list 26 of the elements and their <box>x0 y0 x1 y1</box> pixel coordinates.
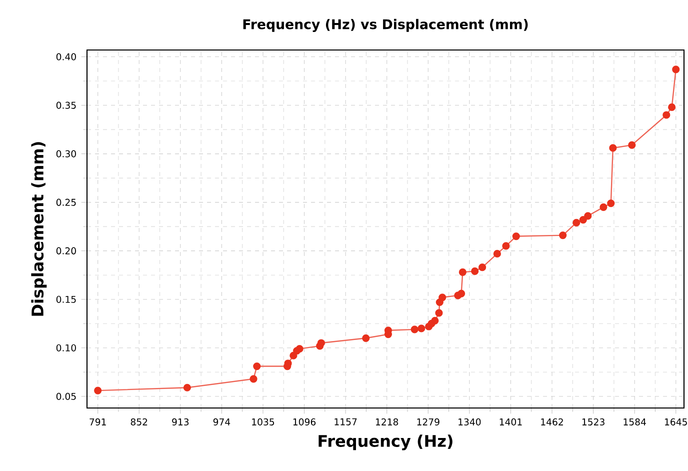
y-tick-label: 0.35 <box>56 102 76 109</box>
x-tick-label: 974 <box>213 418 230 426</box>
x-tick-label: 1401 <box>500 418 522 426</box>
x-tick-label: 1645 <box>665 418 687 426</box>
x-tick-label: 852 <box>130 418 148 426</box>
chart-title: Frequency (Hz) vs Displacement (mm) <box>243 18 528 32</box>
x-tick-label: 791 <box>90 418 106 426</box>
y-tick-label: 0.30 <box>56 150 76 158</box>
x-tick-label: 1035 <box>252 418 274 426</box>
y-tick-label: 0.40 <box>56 53 76 60</box>
x-tick-label: 1523 <box>582 418 604 426</box>
x-tick-label: 1218 <box>376 418 398 426</box>
x-tick-label: 1096 <box>293 418 316 426</box>
x-axis-title: Frequency (Hz) <box>318 434 452 450</box>
x-tick-label: 1462 <box>541 418 563 426</box>
y-tick-label: 0.20 <box>56 247 76 254</box>
x-tick-label: 1279 <box>417 418 440 426</box>
y-tick-label: 0.25 <box>56 198 76 206</box>
x-tick-label: 1157 <box>334 418 357 426</box>
y-axis-title: Displacement (mm) <box>31 142 47 316</box>
y-tick-label: 0.15 <box>56 296 76 303</box>
y-tick-label: 0.05 <box>56 392 76 400</box>
y-tick-label: 0.10 <box>56 344 76 352</box>
x-tick-label: 1584 <box>624 418 646 426</box>
x-tick-label: 913 <box>172 418 189 426</box>
x-tick-label: 1340 <box>458 418 481 426</box>
